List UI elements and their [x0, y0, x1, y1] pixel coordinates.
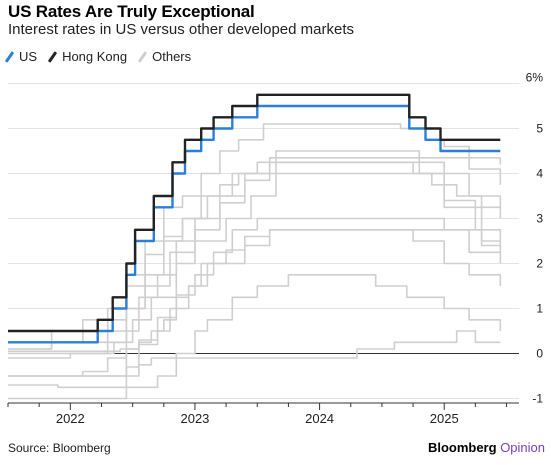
y-tick-label: 3	[536, 212, 543, 226]
x-tick-label: 2022	[56, 411, 85, 426]
chart-subtitle: Interest rates in US versus other develo…	[8, 21, 354, 38]
chart-title: US Rates Are Truly Exceptional	[8, 2, 255, 21]
series-line-others	[8, 172, 502, 355]
legend-item-others: Others	[137, 49, 192, 64]
brand-accent: Opinion	[500, 440, 545, 455]
series-line-others	[8, 217, 502, 377]
y-tick-label: 4	[536, 167, 543, 181]
legend-label-us: US	[19, 49, 38, 64]
y-tick-label: -1	[532, 392, 543, 406]
chart-legend: US Hong Kong Others	[4, 49, 205, 64]
x-tick-label: 2024	[305, 411, 334, 426]
y-tick-label: 5	[536, 122, 543, 136]
y-tick-label: 2	[536, 257, 543, 271]
legend-label-others: Others	[152, 49, 192, 64]
series-line-others	[8, 161, 502, 344]
legend-item-hong-kong: Hong Kong	[47, 49, 128, 64]
series-line-us	[8, 104, 501, 344]
series-line-others	[8, 330, 501, 400]
x-tick-label: 2023	[180, 411, 209, 426]
series-line-others	[8, 157, 502, 359]
y-tick-label: 6%	[526, 71, 544, 85]
x-tick-label: 2025	[430, 411, 459, 426]
series-line-others	[8, 274, 502, 389]
source-note: Source: Bloomberg	[8, 441, 111, 455]
bloomberg-opinion-logo: Bloomberg Opinion	[428, 440, 545, 455]
y-tick-label: 1	[536, 302, 543, 316]
y-tick-label: 0	[536, 347, 543, 361]
series-line-others	[8, 229, 502, 353]
legend-item-us: US	[4, 49, 38, 64]
series-line-others	[8, 161, 502, 350]
legend-label-hong-kong: Hong Kong	[62, 49, 128, 64]
series-line-hong-kong	[8, 93, 501, 333]
brand-name: Bloomberg	[427, 440, 497, 455]
